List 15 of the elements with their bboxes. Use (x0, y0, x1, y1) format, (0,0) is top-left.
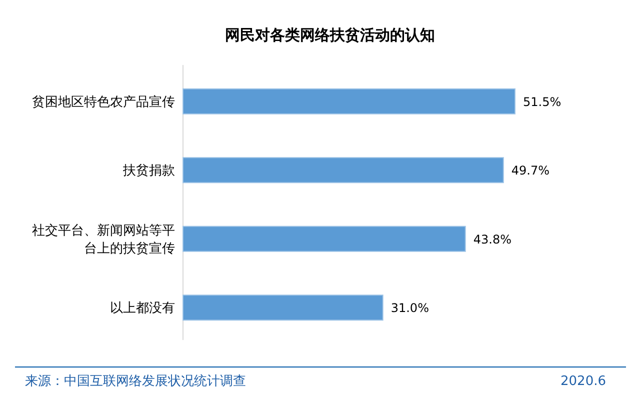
data-label: 43.8% (473, 232, 512, 246)
bar (182, 294, 384, 321)
y-tick-label: 社交平台、新闻网站等平台上的扶贫宣传 (32, 222, 175, 256)
y-tick-label: 扶贫捐款 (122, 164, 175, 179)
bar (182, 157, 504, 184)
text: 2020.6 (560, 374, 606, 389)
source-note: 来源：中国互联网络发展状况统计调查 (25, 374, 246, 389)
data-label: 51.5% (523, 94, 562, 109)
data-label: 31.0% (390, 301, 429, 316)
bar (182, 226, 466, 252)
y-tick-label: 贫困地区特色农产品宣传 (32, 94, 175, 110)
chart-title: 网民对各类网络扶贫活动的认知 (225, 26, 435, 44)
bar (182, 88, 516, 114)
data-label: 49.7% (511, 164, 550, 178)
y-tick-label: 以上都没有 (110, 301, 175, 316)
